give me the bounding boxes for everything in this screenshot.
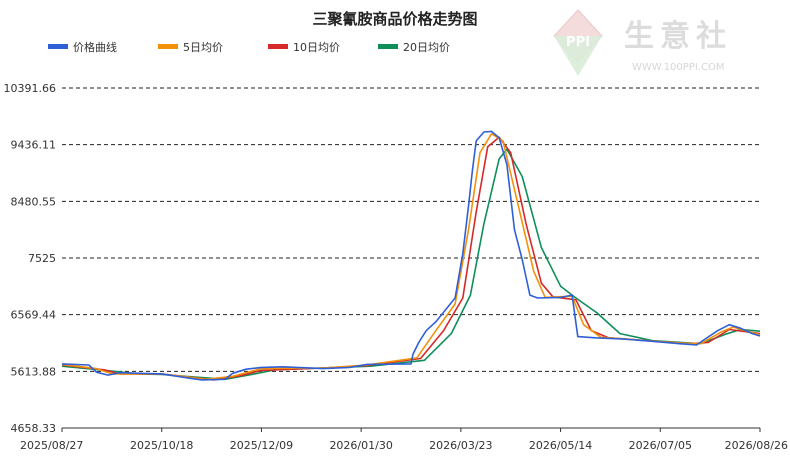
x-axis-ticks: 2025/08/27 2025/10/18 2025/12/09 2026/01/30… [20,428,788,452]
grid-lines [62,87,760,372]
legend-swatch [268,44,288,49]
legend-swatch [378,44,398,49]
watermark-logo-text: PPI [566,35,590,50]
y-tick-label: 8480.55 [11,195,57,208]
y-tick-label: 7525 [28,252,56,265]
series-line [61,148,761,381]
watermark-logo-lower-icon [554,36,602,76]
y-tick-label: 6569.44 [11,309,57,322]
y-tick-label: 9436.11 [11,139,57,152]
x-tick-label: 2025/10/18 [130,439,193,452]
y-tick-label: 4658.33 [11,422,57,435]
y-axis-ticks: 10391.66 9436.11 8480.55 7525 6569.44 5613.88… [4,82,57,435]
legend-label: 价格曲线 [73,40,117,54]
y-tick-label: 10391.66 [4,82,57,95]
legend-swatch [158,44,178,49]
x-tick-label: 2026/08/26 [725,439,788,452]
x-tick-label: 2025/12/09 [230,439,293,452]
watermark: PPI 生意社 WWW.100PPI.COM [553,9,732,76]
legend-swatch [48,44,68,49]
x-tick-label: 2025/08/27 [20,439,83,452]
series-line [61,130,761,381]
legend: 价格曲线 5日均价 10日均价 20日均价 [48,40,450,54]
legend-label: 20日均价 [403,41,450,54]
series-line [61,133,761,381]
x-tick-label: 2026/01/30 [329,439,392,452]
x-tick-label: 2026/07/05 [629,439,692,452]
watermark-name: 生意社 [624,19,732,54]
series-lines [61,130,761,381]
series-line [61,136,761,381]
watermark-url: WWW.100PPI.COM [632,62,724,73]
legend-label: 10日均价 [293,41,340,54]
chart-title: 三聚氰胺商品价格走势图 [312,10,477,28]
legend-label: 5日均价 [183,41,223,54]
x-tick-label: 2026/03/23 [429,439,492,452]
y-tick-label: 5613.88 [11,365,57,378]
x-tick-label: 2026/05/14 [529,439,592,452]
